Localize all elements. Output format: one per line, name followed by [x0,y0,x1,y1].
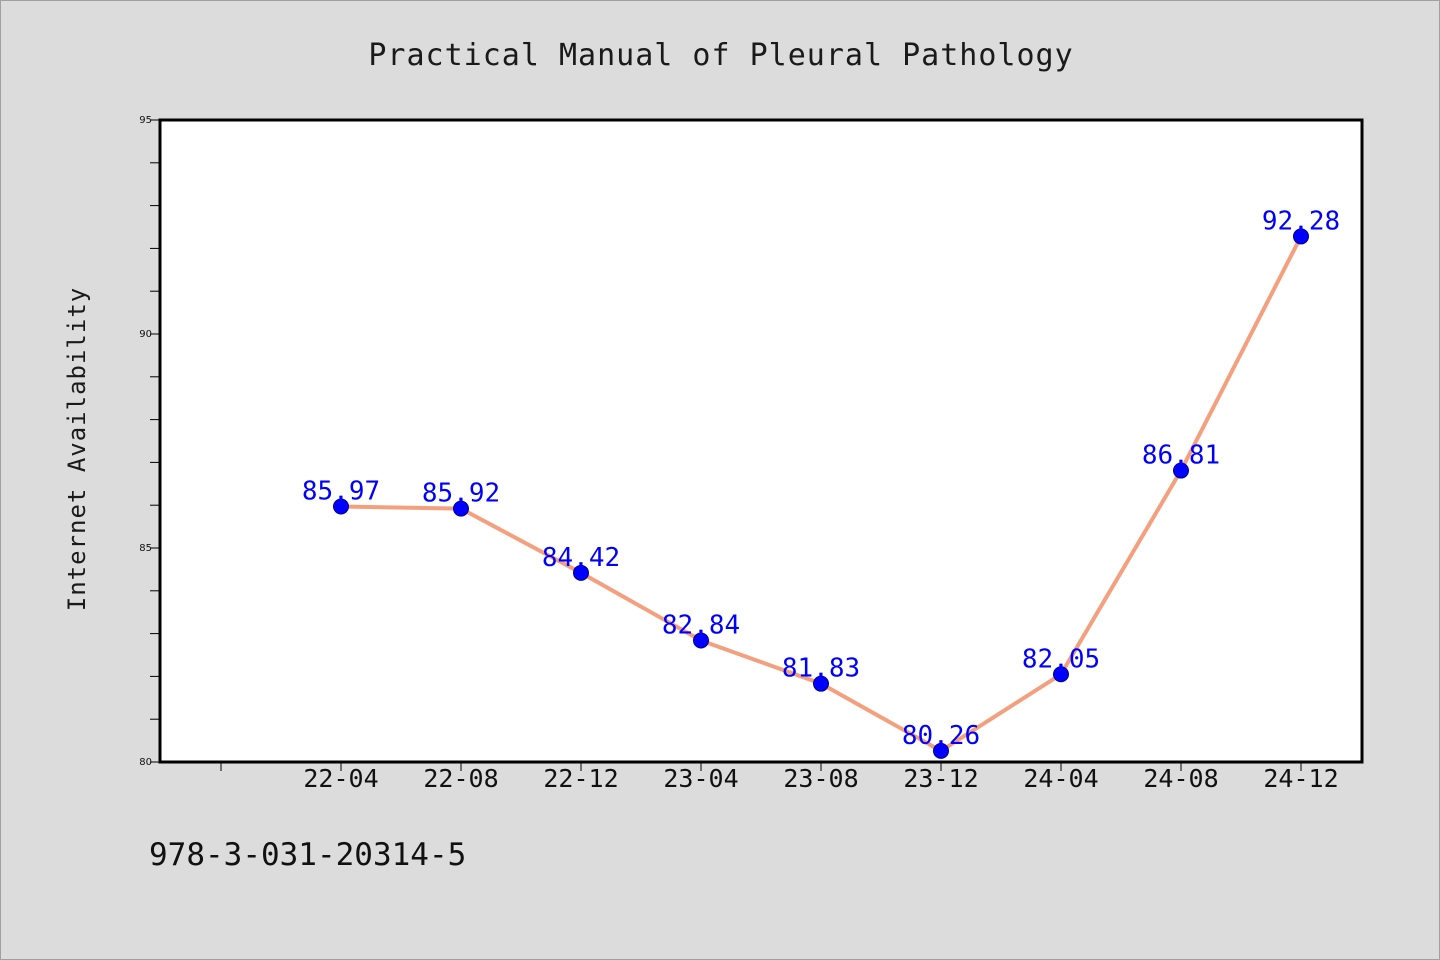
x-tick-label: 22-08 [423,764,498,793]
data-point [1173,462,1189,479]
data-label: 81.83 [782,654,860,684]
data-point [1053,666,1069,683]
x-tick-label: 22-04 [303,764,378,793]
y-tick-label: 90 [139,329,152,340]
data-label: 92.28 [1262,206,1340,236]
plot-frame [158,118,1364,764]
plot-area [160,120,1362,762]
data-point [813,675,829,692]
y-axis: 80 85 90 95 [139,115,160,768]
data-label: 84.42 [542,543,620,573]
data-point [693,632,709,649]
y-tick-label: 95 [139,115,152,126]
data-label: 80.26 [902,721,980,751]
data-point [933,742,949,759]
data-label: 85.92 [422,479,500,509]
x-tick-label: 24-08 [1143,764,1218,793]
chart-title: Practical Manual of Pleural Pathology [368,38,1073,73]
data-point [1293,228,1309,245]
x-tick-label: 23-08 [783,764,858,793]
x-tick-label: 23-04 [663,764,738,793]
data-label: 82.05 [1022,644,1100,674]
data-point [333,498,349,515]
data-point [453,500,469,517]
series-group [333,228,1309,759]
x-tick-label: 24-04 [1023,764,1098,793]
data-point [573,564,589,581]
x-axis: 22-04 22-08 22-12 23-04 23-08 23-12 24-04 24-08… [220,762,1339,793]
x-tick-label: 22-12 [543,764,618,793]
data-label: 86.81 [1142,441,1220,471]
y-tick-label: 80 [139,757,152,768]
data-labels-group: 85.97 85.92 84.42 82.84 81.83 80.26 82.05 86.81… [302,206,1340,750]
data-label: 85.97 [302,476,380,506]
x-tick-label: 24-12 [1263,764,1338,793]
y-axis-label: Internet Availability [63,287,91,611]
y-tick-label: 85 [139,543,152,554]
isbn-text: 978-3-031-20314-5 [149,837,466,873]
data-label: 82.84 [662,610,740,640]
x-tick-label: 23-12 [903,764,978,793]
